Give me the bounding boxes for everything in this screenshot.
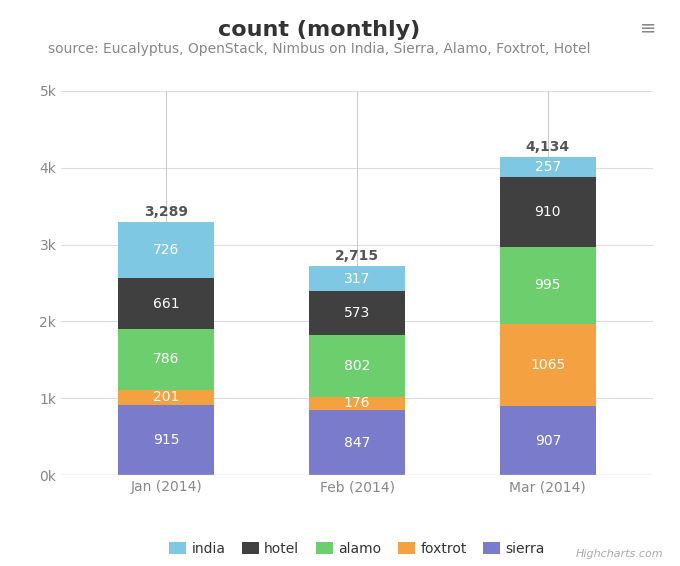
Text: 907: 907	[534, 434, 561, 448]
Text: 317: 317	[344, 272, 370, 286]
Text: 786: 786	[153, 352, 180, 366]
Bar	[500, 247, 596, 324]
Text: 847: 847	[344, 436, 370, 450]
Text: 726: 726	[153, 243, 180, 257]
Text: 176: 176	[344, 396, 370, 410]
Bar	[500, 177, 596, 247]
Bar	[118, 389, 214, 405]
Bar	[500, 406, 596, 475]
Bar	[118, 222, 214, 278]
Bar	[309, 397, 405, 410]
Bar	[309, 291, 405, 335]
Text: ≡: ≡	[640, 18, 656, 37]
Text: 802: 802	[344, 359, 370, 373]
Text: 661: 661	[153, 297, 180, 311]
Text: count (monthly): count (monthly)	[218, 20, 421, 40]
Text: 2,715: 2,715	[335, 250, 379, 263]
Text: 915: 915	[153, 433, 180, 447]
Text: 1065: 1065	[530, 358, 566, 372]
Text: Highcharts.com: Highcharts.com	[575, 549, 663, 559]
Text: 3,289: 3,289	[144, 205, 188, 219]
Bar	[309, 335, 405, 397]
Text: 995: 995	[534, 278, 561, 293]
Bar	[500, 157, 596, 177]
Bar	[118, 405, 214, 475]
Text: 257: 257	[534, 160, 561, 174]
Bar	[118, 329, 214, 389]
Text: 201: 201	[153, 391, 180, 404]
Bar	[500, 324, 596, 406]
Bar	[309, 267, 405, 291]
Text: 910: 910	[534, 205, 561, 219]
Legend: india, hotel, alamo, foxtrot, sierra: india, hotel, alamo, foxtrot, sierra	[164, 536, 550, 561]
Bar	[309, 410, 405, 475]
Bar	[118, 278, 214, 329]
Text: 4,134: 4,134	[526, 140, 570, 154]
Text: 573: 573	[344, 306, 370, 320]
Text: source: Eucalyptus, OpenStack, Nimbus on India, Sierra, Alamo, Foxtrot, Hotel: source: Eucalyptus, OpenStack, Nimbus on…	[48, 42, 591, 57]
